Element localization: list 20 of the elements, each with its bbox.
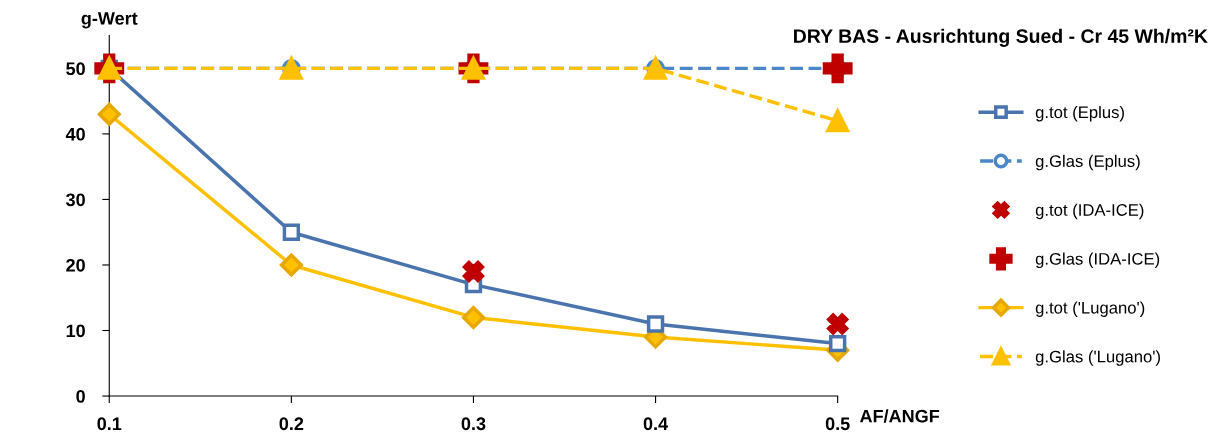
y-tick-label: 40 bbox=[65, 127, 85, 141]
text: DRY BAS - Ausrichtung Sued - Cr 45 Wh/m²K bbox=[794, 28, 1208, 47]
x-tick-label: 0.2 bbox=[279, 417, 304, 431]
x-tick-label: 0.5 bbox=[825, 417, 850, 431]
legend-label: g.tot (IDA-ICE) bbox=[1035, 203, 1144, 220]
y-tick-label: 10 bbox=[66, 324, 85, 338]
legend-label: g.Glas (IDA-ICE) bbox=[1035, 252, 1160, 269]
x-tick-label: 0.4 bbox=[643, 417, 669, 431]
y-tick-label: 0 bbox=[76, 389, 85, 403]
legend-label: g.Glas (Eplus) bbox=[1035, 154, 1140, 171]
x-tick-label: 0.1 bbox=[97, 417, 122, 431]
legend-label: g.tot ('Lugano') bbox=[1035, 301, 1145, 317]
y-tick-label: 50 bbox=[66, 62, 85, 76]
x-axis-title: AF/ANGF bbox=[859, 409, 940, 423]
y-tick-label: 20 bbox=[66, 258, 85, 272]
y-tick-label: 30 bbox=[65, 193, 85, 207]
y-axis-title: g-Wert bbox=[81, 12, 138, 29]
x-tick-label: 0.3 bbox=[461, 417, 486, 431]
legend-label: g.tot (Eplus) bbox=[1035, 105, 1124, 122]
legend-label: g.Glas ('Lugano') bbox=[1035, 350, 1160, 366]
